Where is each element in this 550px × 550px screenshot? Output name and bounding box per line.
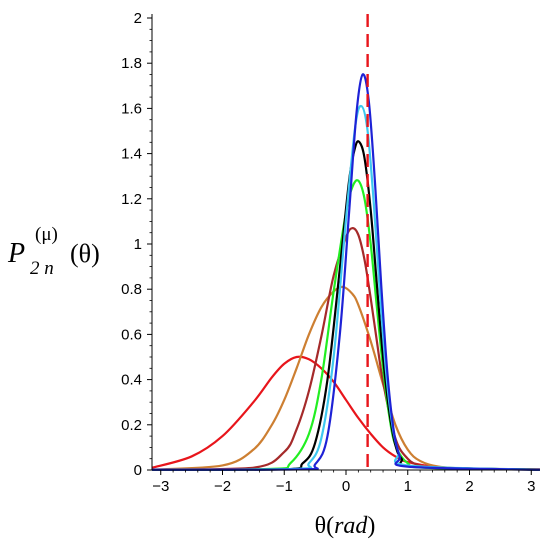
series-line-2 bbox=[152, 285, 540, 471]
y-axis-title: P (μ) 2 n (θ) bbox=[7, 224, 100, 279]
y-tick-label: 1.8 bbox=[121, 55, 142, 72]
y-tick-label: 0.4 bbox=[121, 372, 142, 389]
tick-labels: −3 −2 −1 0 1 2 3 0 0.2 0.4 0.6 0.8 1 1.2 1.4 1.6 1.8 2 bbox=[121, 10, 535, 495]
y-tick-label: 0.8 bbox=[121, 281, 142, 298]
series-line-5 bbox=[152, 140, 540, 471]
y-axis-title-subscript: 2 n bbox=[30, 258, 54, 279]
x-tick-label: −3 bbox=[152, 478, 169, 495]
y-axis-title-superscript: (μ) bbox=[35, 224, 58, 245]
y-axis-title-base: P bbox=[7, 238, 25, 269]
y-tick-label: 2 bbox=[134, 10, 142, 27]
series-line-7 bbox=[152, 73, 540, 471]
x-tick-label: 0 bbox=[342, 478, 350, 495]
series-line-1 bbox=[151, 355, 540, 471]
y-tick-label: 1.2 bbox=[121, 191, 142, 208]
y-tick-label: 0.6 bbox=[121, 326, 142, 343]
x-axis-title: θ(rad) bbox=[315, 513, 376, 539]
y-tick-label: 1.4 bbox=[121, 146, 142, 163]
axes bbox=[147, 14, 540, 475]
y-tick-label: 1.6 bbox=[121, 100, 142, 117]
x-axis-title-suffix: ) bbox=[367, 513, 375, 539]
y-tick-label: 0.2 bbox=[121, 417, 142, 434]
y-tick-label: 1 bbox=[134, 236, 142, 253]
x-tick-label: 1 bbox=[404, 478, 412, 495]
x-axis-title-prefix: θ( bbox=[315, 513, 335, 539]
x-tick-label: −1 bbox=[276, 478, 293, 495]
y-axis-title-argument: (θ) bbox=[70, 239, 100, 268]
series-line-3 bbox=[152, 227, 540, 471]
x-axis-title-italic: rad bbox=[334, 513, 368, 539]
x-tick-label: 3 bbox=[527, 478, 535, 495]
y-tick-label: 0 bbox=[134, 462, 142, 479]
plot-area bbox=[151, 14, 540, 471]
x-tick-label: 2 bbox=[465, 478, 473, 495]
x-tick-label: −2 bbox=[214, 478, 231, 495]
